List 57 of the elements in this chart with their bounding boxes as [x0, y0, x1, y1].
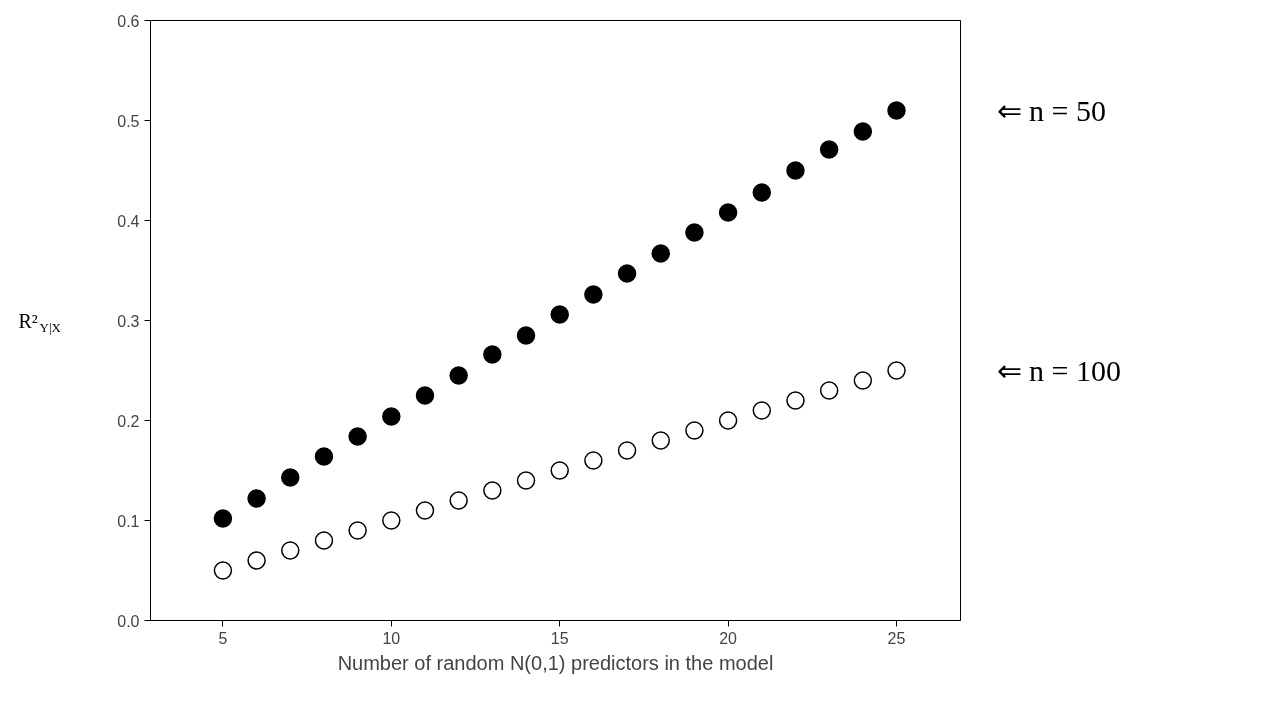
- point: [617, 441, 637, 460]
- point: [314, 447, 334, 466]
- point: [718, 203, 738, 222]
- point: [786, 161, 805, 180]
- y-tick-label: 0.0: [117, 612, 140, 630]
- point: [887, 101, 906, 120]
- point: [415, 501, 435, 520]
- point: [819, 381, 839, 400]
- x-tick-label: 15: [550, 629, 569, 647]
- y-tick-label: 0.1: [117, 512, 140, 530]
- point: [651, 244, 670, 263]
- point: [584, 451, 603, 470]
- x-tick-label: 25: [887, 629, 906, 647]
- point: [786, 391, 805, 410]
- point: [348, 427, 367, 446]
- point: [281, 541, 300, 560]
- x-axis-title: Number of random N(0,1) predictors in the model: [337, 651, 774, 674]
- point: [483, 345, 502, 364]
- point: [348, 521, 367, 540]
- point: [819, 140, 839, 159]
- point: [584, 285, 603, 304]
- point: [382, 511, 401, 530]
- point: [617, 264, 637, 283]
- point: [853, 122, 873, 141]
- point: [483, 481, 502, 500]
- point: [213, 561, 233, 580]
- point: [516, 471, 536, 490]
- point: [314, 531, 334, 550]
- point: [550, 305, 569, 324]
- y-tick-label: 0.6: [117, 12, 140, 30]
- point: [247, 489, 266, 508]
- text: ⇐ n = 50: [996, 94, 1106, 127]
- x-tick-label: 5: [218, 629, 228, 647]
- point: [449, 366, 468, 385]
- point: [887, 361, 906, 380]
- y-tick-label: 0.3: [117, 312, 140, 330]
- point: [415, 386, 435, 405]
- point: [550, 461, 569, 480]
- y-tick-label: 0.2: [117, 412, 140, 430]
- point: [382, 407, 401, 426]
- y-tick-label: 0.4: [117, 212, 140, 230]
- point: [752, 401, 772, 420]
- x-tick-label: 20: [719, 629, 738, 647]
- point: [247, 551, 266, 570]
- point: [516, 326, 536, 345]
- point: [213, 509, 233, 528]
- point: [651, 431, 670, 450]
- point: [853, 371, 873, 390]
- point: [718, 411, 738, 430]
- point: [449, 491, 468, 510]
- text: ⇐ n = 100: [996, 354, 1121, 387]
- point: [685, 421, 704, 440]
- x-tick-label: 10: [382, 629, 401, 647]
- y-tick-label: 0.5: [117, 112, 140, 130]
- point: [281, 468, 300, 487]
- point: [685, 223, 704, 242]
- point: [752, 183, 772, 202]
